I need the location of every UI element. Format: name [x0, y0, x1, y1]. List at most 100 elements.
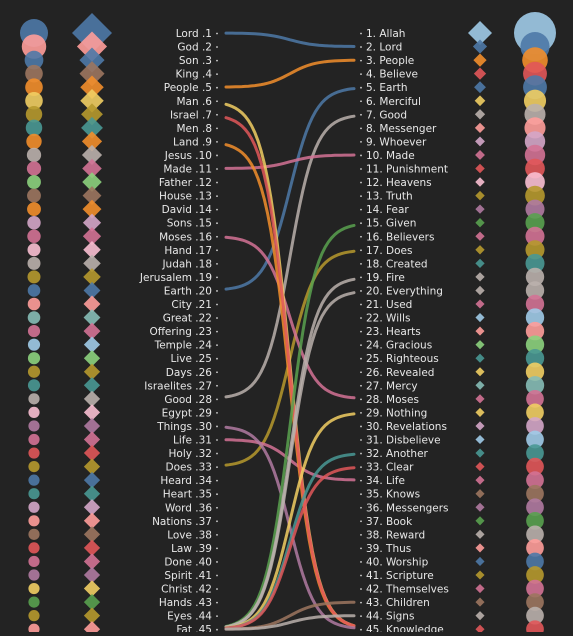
- right-size-diamond: [475, 583, 485, 594]
- left-label-dot: [216, 506, 218, 509]
- connection-line-made: [224, 153, 356, 170]
- left-label-dot: [216, 398, 218, 401]
- right-size-diamond: [475, 299, 485, 309]
- left-word-label: Days .26: [166, 367, 213, 379]
- right-label-dot: [360, 208, 362, 211]
- right-size-circle: [525, 240, 545, 260]
- right-label-dot: [360, 249, 362, 252]
- right-label-dot: [360, 452, 362, 455]
- right-label-dot: [360, 547, 362, 550]
- left-label-dot: [216, 181, 218, 184]
- left-size-circle: [27, 270, 41, 284]
- right-size-diamond: [475, 204, 485, 214]
- right-size-diamond: [473, 67, 487, 80]
- left-word-label: City .21: [171, 299, 212, 311]
- right-size-circle: [525, 172, 545, 192]
- right-word-label: 3. People: [366, 55, 414, 67]
- right-word-label: 43. Children: [366, 597, 430, 609]
- connection-line-signs: [224, 614, 356, 631]
- left-size-diamond: [83, 336, 101, 353]
- right-diamond-column: [468, 21, 492, 634]
- left-label-dot: [216, 588, 218, 590]
- right-size-diamond: [475, 502, 485, 512]
- left-size-circle: [27, 243, 41, 257]
- right-size-diamond: [475, 434, 485, 445]
- left-size-diamond: [82, 213, 102, 232]
- right-label-dot: [360, 384, 362, 387]
- right-size-diamond: [475, 611, 485, 621]
- left-word-label: Jerusalem .19: [139, 272, 212, 284]
- left-label-dot: [216, 371, 218, 374]
- right-label-dot: [360, 235, 362, 238]
- left-label-dot: [216, 195, 218, 198]
- left-size-circle: [28, 488, 40, 500]
- right-size-circle: [526, 471, 544, 490]
- left-size-diamond: [83, 404, 101, 421]
- right-size-circle: [526, 606, 544, 625]
- left-word-label: Love .38: [167, 529, 212, 541]
- left-label-dot: [216, 127, 218, 130]
- right-label-dot: [360, 73, 362, 76]
- right-word-label: 25. Righteous: [366, 353, 439, 365]
- right-word-label: 4. Believe: [366, 69, 418, 81]
- right-size-circle: [526, 620, 544, 636]
- right-label-dot: [360, 588, 362, 590]
- right-size-diamond: [475, 218, 485, 228]
- right-size-diamond: [475, 231, 485, 241]
- left-size-diamond: [83, 621, 101, 636]
- left-word-label: Nations .37: [152, 516, 212, 528]
- left-size-diamond: [83, 295, 101, 313]
- left-size-circle: [28, 515, 40, 527]
- left-label-dot: [216, 208, 218, 211]
- right-word-label: 17. Does: [366, 245, 412, 257]
- left-label-dot: [216, 533, 218, 536]
- right-label-dot: [360, 154, 362, 157]
- left-label-dot: [216, 317, 218, 319]
- connection-line-people: [224, 58, 356, 89]
- right-circle-column: [514, 12, 556, 636]
- right-word-label: 1. Allah: [366, 28, 405, 40]
- right-size-diamond: [475, 285, 485, 296]
- left-word-label: Moses .16: [159, 231, 212, 243]
- connection-line-lord: [224, 31, 356, 48]
- right-label-dot: [360, 330, 362, 333]
- right-size-diamond: [475, 394, 485, 404]
- left-word-label: Earth .20: [164, 285, 212, 297]
- left-word-label: David .14: [162, 204, 213, 216]
- right-size-diamond: [473, 53, 487, 67]
- right-size-circle: [525, 281, 545, 300]
- left-size-circle: [28, 393, 40, 405]
- connection-line-things: [224, 425, 356, 630]
- right-label-dot: [360, 46, 362, 48]
- left-size-diamond: [81, 103, 103, 126]
- right-label-dot: [360, 520, 362, 523]
- right-size-diamond: [475, 570, 485, 580]
- left-size-diamond: [83, 241, 101, 259]
- right-word-label: 21. Used: [366, 299, 412, 311]
- left-size-circle: [28, 461, 40, 473]
- left-label-dot: [216, 235, 218, 238]
- right-size-diamond: [475, 407, 485, 417]
- connection-line-israel: [224, 116, 356, 628]
- left-size-diamond: [81, 144, 103, 166]
- left-label-dot: [216, 330, 218, 333]
- left-word-label: Heart .35: [163, 489, 212, 501]
- right-size-circle: [525, 253, 545, 273]
- left-size-diamond: [83, 499, 101, 516]
- right-label-dot: [360, 195, 362, 198]
- right-word-label: 19. Fire: [366, 272, 405, 284]
- left-size-diamond: [83, 485, 101, 502]
- right-word-label: 6. Merciful: [366, 96, 421, 108]
- left-size-circle: [25, 106, 43, 123]
- right-word-label: 7. Good: [366, 109, 407, 121]
- connection-line-earth: [224, 87, 356, 291]
- left-label-dot: [216, 615, 218, 618]
- right-size-diamond: [475, 258, 485, 268]
- left-word-label: Does .33: [166, 462, 212, 474]
- left-size-diamond: [83, 607, 101, 624]
- left-word-label: Israel .7: [170, 109, 212, 121]
- right-word-label: 22. Wills: [366, 313, 410, 325]
- right-label-dot: [360, 615, 362, 618]
- right-size-diamond: [474, 81, 486, 94]
- right-size-diamond: [475, 556, 485, 567]
